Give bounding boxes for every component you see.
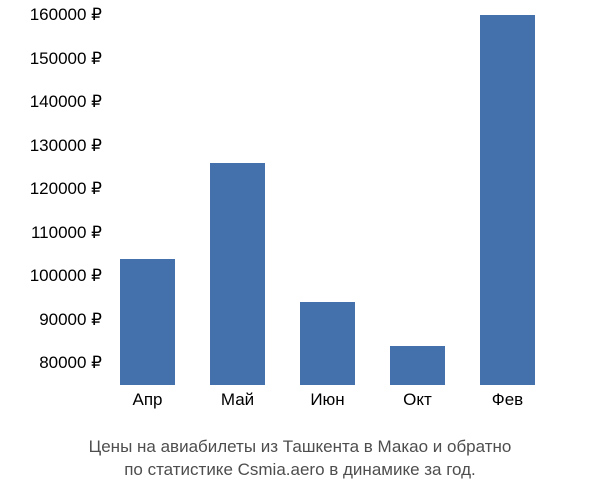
y-tick-label: 80000 ₽: [39, 353, 102, 373]
y-axis: 80000 ₽ 90000 ₽ 100000 ₽ 110000 ₽ 120000 ₽ 13…: [0, 15, 110, 385]
y-tick-label: 140000 ₽: [30, 92, 102, 112]
bar: [480, 15, 535, 385]
y-tick-label: 130000 ₽: [30, 136, 102, 156]
bar: [210, 163, 265, 385]
x-tick-label: Фев: [492, 390, 523, 410]
x-tick-label: Июн: [310, 390, 344, 410]
y-tick-label: 100000 ₽: [30, 266, 102, 286]
x-tick-label: Апр: [133, 390, 163, 410]
bar: [390, 346, 445, 385]
caption-line-2: по статистике Csmia.aero в динамике за г…: [124, 460, 476, 479]
y-tick-label: 110000 ₽: [31, 223, 102, 243]
plot-area: [115, 15, 565, 385]
chart-caption: Цены на авиабилеты из Ташкента в Макао и…: [0, 436, 600, 482]
y-tick-label: 160000 ₽: [30, 5, 102, 25]
y-tick-label: 150000 ₽: [30, 49, 102, 69]
x-axis: Апр Май Июн Окт Фев: [115, 390, 565, 420]
bar: [120, 259, 175, 385]
bar: [300, 302, 355, 385]
x-tick-label: Окт: [403, 390, 432, 410]
caption-line-1: Цены на авиабилеты из Ташкента в Макао и…: [89, 437, 512, 456]
price-chart: 80000 ₽ 90000 ₽ 100000 ₽ 110000 ₽ 120000 ₽ 13…: [0, 15, 600, 425]
x-tick-label: Май: [221, 390, 254, 410]
y-tick-label: 90000 ₽: [39, 310, 102, 330]
y-tick-label: 120000 ₽: [30, 179, 102, 199]
